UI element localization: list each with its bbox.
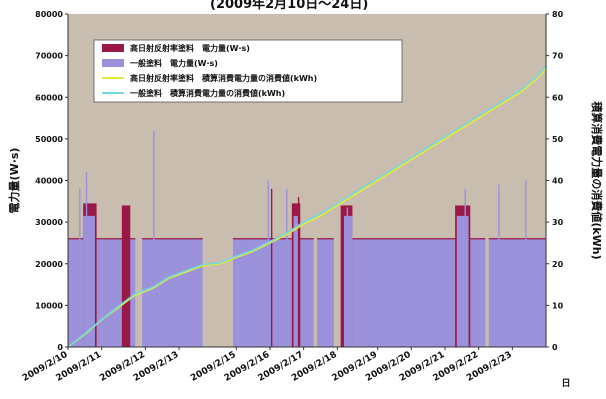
y-right-tick-label-0: 0 [552, 343, 558, 352]
y-axis-left-title: 電力量(W·s) [7, 148, 21, 214]
bar-block-general-1 [142, 238, 203, 347]
legend-label-3: 一般塗料 積算消費電力量の消費値(kWh) [130, 88, 285, 98]
y-right-tick-label-7: 70 [552, 52, 564, 61]
y-left-tick-label-2: 20000 [35, 260, 63, 269]
bar-peak-high-1 [121, 205, 131, 347]
y-right-tick-label-8: 80 [552, 10, 564, 19]
bar-peak-general-3 [456, 215, 469, 347]
y-right-tick-label-6: 60 [552, 93, 564, 102]
y-left-tick-label-6: 60000 [35, 93, 63, 102]
y-right-tick-label-3: 30 [552, 218, 564, 227]
y-left-tick-label-1: 10000 [35, 301, 63, 310]
bar-peak-general-2 [344, 215, 353, 347]
y-left-tick-label-3: 30000 [35, 218, 63, 227]
y-left-tick-label-0: 0 [57, 343, 63, 352]
y-left-tick-label-7: 70000 [35, 52, 63, 61]
series-line-high-cumulative [67, 67, 547, 348]
bars-layer [68, 130, 546, 347]
y-left-tick-label-4: 40000 [35, 177, 63, 186]
legend-box [93, 39, 403, 103]
bar-peak-general-0 [83, 215, 95, 347]
y-right-tick-label-5: 50 [552, 135, 564, 144]
chart-title-text: (2009年2月10日〜24日) [210, 0, 368, 12]
legend-label-1: 一般塗料 電力量(W·s) [130, 58, 218, 68]
y-right-tick-label-2: 20 [552, 260, 564, 269]
bar-block-general-3 [317, 238, 334, 347]
legend: 高日射反射率塗料 電力量(W·s) 一般塗料 電力量(W·s) 高日射反射率塗料 積… [93, 39, 403, 103]
y-axis-right-title: 積算消費電力量の消費値(kWh) [590, 100, 604, 259]
legend-label-2: 高日射反射率塗料 積算消費電力量の消費値(kWh) [130, 73, 317, 83]
y-left-tick-label-8: 80000 [35, 10, 63, 19]
legend-label-0: 高日射反射率塗料 電力量(W·s) [130, 43, 250, 53]
y-right-tick-label-4: 40 [552, 177, 564, 186]
x-axis-unit-label: 日 [561, 378, 570, 389]
bar-block-general-5 [488, 238, 546, 347]
y-left-tick-label-5: 50000 [35, 135, 63, 144]
legend-swatch-1 [102, 59, 124, 67]
legend-swatch-0 [102, 44, 124, 52]
y-right-tick-label-1: 10 [552, 301, 564, 310]
chart-title: (2009年2月10日〜24日) [210, 0, 368, 12]
lines-layer [67, 65, 547, 348]
series-line-general-cumulative [67, 65, 547, 348]
bar-peak-general-1 [293, 215, 299, 347]
